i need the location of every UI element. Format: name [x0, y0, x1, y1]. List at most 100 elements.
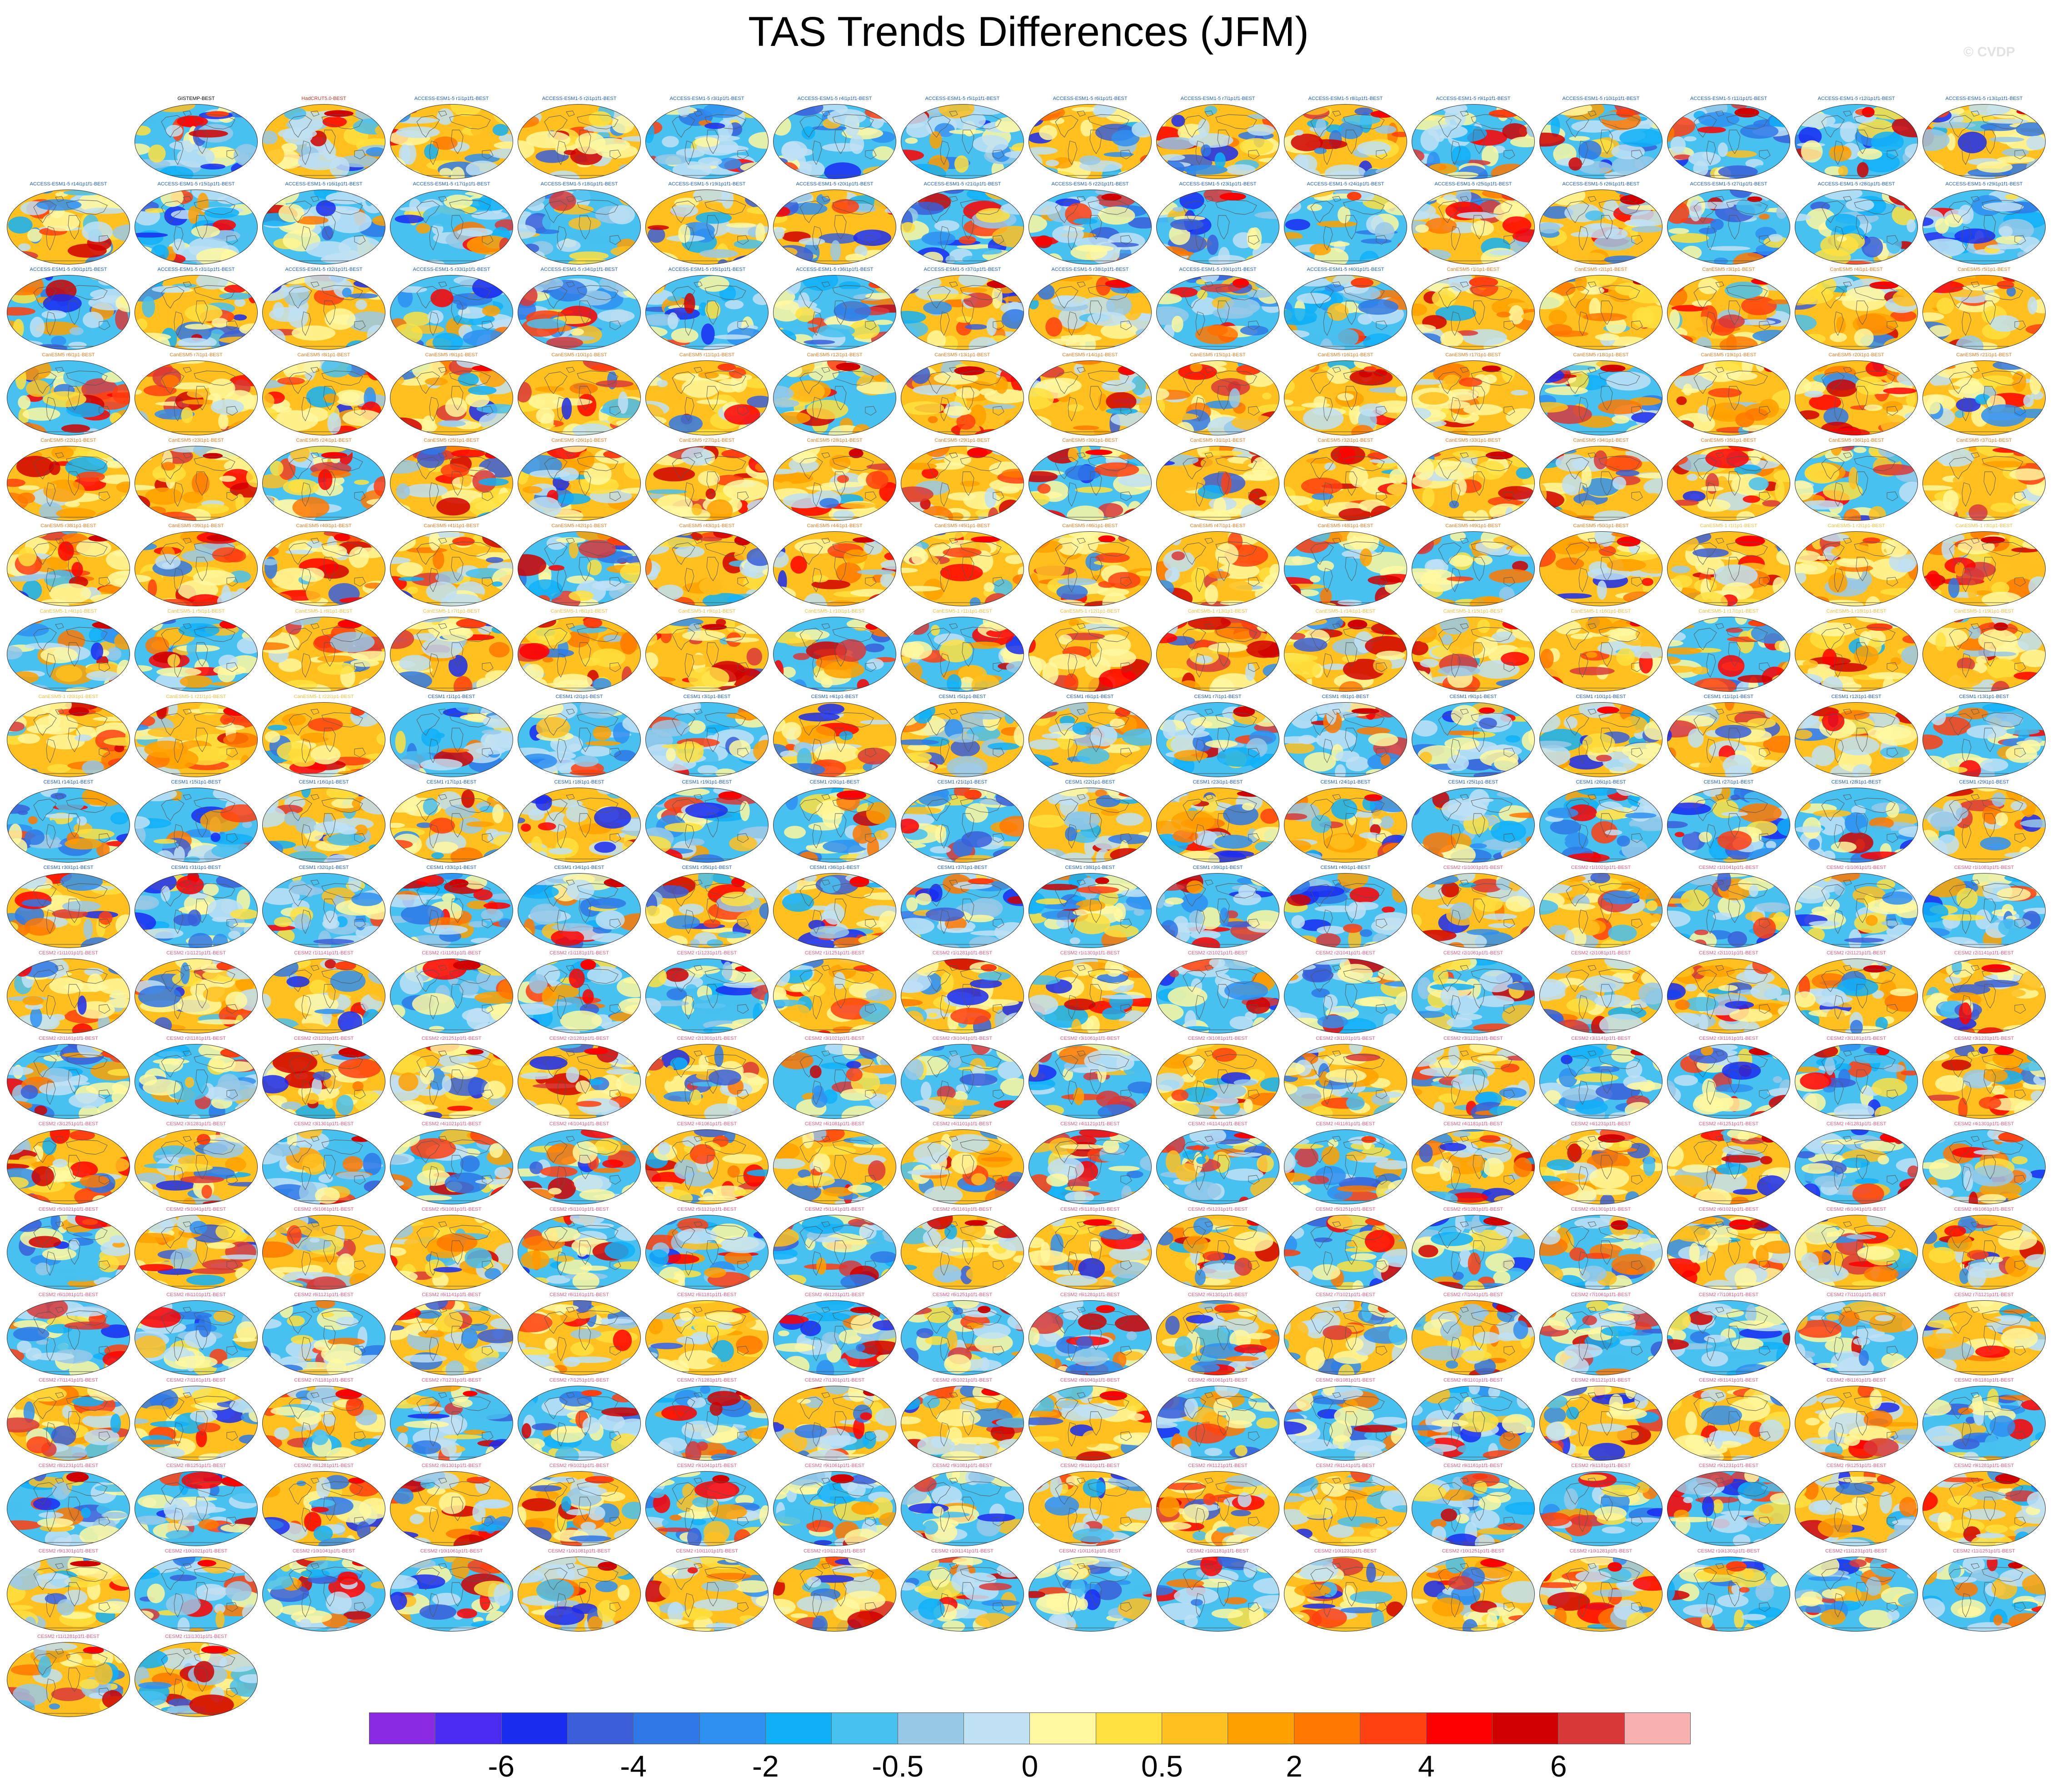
- map-panel: CanESM5-1 r2i1p1-BEST: [1792, 523, 1920, 608]
- world-map: [1028, 446, 1152, 521]
- colorbar-tick-label: 0: [1021, 1749, 1038, 1783]
- map-panel: CanESM5 r1i1p1-BEST: [1409, 266, 1537, 352]
- world-map: [1156, 1215, 1279, 1290]
- map-panel: CanESM5 r11i1p1-BEST: [643, 352, 771, 437]
- world-map: [1667, 446, 1790, 521]
- panel-title: ACCESS-ESM1-5 r25i1p1f1-BEST: [1434, 181, 1512, 187]
- world-map: [645, 1471, 769, 1546]
- map-panel: CESM2 r1i1001p1f1-BEST: [1409, 864, 1537, 950]
- map-panel: CESM2 r2i1041p1f1-BEST: [1282, 950, 1409, 1035]
- map-panel: CESM1 r27i1p1-BEST: [1665, 779, 1792, 864]
- map-panel: CanESM5 r4i1p1-BEST: [1792, 266, 1920, 352]
- world-map: [7, 190, 130, 265]
- colorbar-swatch: [1360, 1713, 1427, 1744]
- map-panel: CESM2 r4i1181p1f1-BEST: [1409, 1121, 1537, 1206]
- world-map: [1284, 360, 1407, 435]
- map-panel: CESM2 r7i1141p1f1-BEST: [5, 1377, 132, 1463]
- panel-title: CESM1 r29i1p1-BEST: [1959, 779, 2009, 785]
- panel-title: CanESM5-1 r19i1p1-BEST: [1954, 609, 2014, 614]
- panel-title: CESM2 r8i1281p1f1-BEST: [294, 1463, 354, 1468]
- map-panel: CanESM5 r6i1p1-BEST: [5, 352, 132, 437]
- panel-title: CESM2 r4i1281p1f1-BEST: [1826, 1121, 1887, 1127]
- world-map: [1156, 531, 1279, 606]
- map-panel: CESM2 r10i1021p1f1-BEST: [132, 1548, 260, 1633]
- map-panel: CanESM5 r8i1p1-BEST: [260, 352, 388, 437]
- panel-title: CESM1 r35i1p1-BEST: [682, 865, 732, 870]
- map-panel: CESM2 r10i1161p1f1-BEST: [1026, 1548, 1154, 1633]
- map-panel: CESM2 r3i1231p1f1-BEST: [1920, 1035, 2048, 1121]
- map-panel: CESM1 r6i1p1-BEST: [1026, 694, 1154, 779]
- map-panel: CESM2 r4i1251p1f1-BEST: [1665, 1121, 1792, 1206]
- world-map: [1284, 104, 1407, 179]
- world-map: [518, 788, 641, 863]
- map-panel: CESM1 r17i1p1-BEST: [388, 779, 515, 864]
- map-panel: CESM2 r3i1161p1f1-BEST: [1665, 1035, 1792, 1121]
- world-map: [773, 275, 896, 350]
- world-map: [773, 958, 896, 1033]
- panel-title: CESM2 r6i1101p1f1-BEST: [166, 1292, 226, 1298]
- panel-title: CanESM5-1 r16i1p1-BEST: [1571, 609, 1631, 614]
- panel-title: CanESM5 r30i1p1-BEST: [1062, 438, 1118, 443]
- panel-title: ACCESS-ESM1-5 r28i1p1f1-BEST: [1817, 181, 1895, 187]
- map-panel: CESM2 r1i1281p1f1-BEST: [899, 950, 1026, 1035]
- panel-title: ACCESS-ESM1-5 r2i1p1f1-BEST: [542, 96, 617, 101]
- panel-title: CESM2 r8i1081p1f1-BEST: [1315, 1378, 1376, 1383]
- panel-title: CESM2 r11i1231p1f1-BEST: [1825, 1548, 1887, 1554]
- map-panel: CESM2 r8i1141p1f1-BEST: [1665, 1377, 1792, 1463]
- map-panel: CESM1 r19i1p1-BEST: [643, 779, 771, 864]
- panel-title: CanESM5 r35i1p1-BEST: [1701, 438, 1757, 443]
- map-panel: ACCESS-ESM1-5 r22i1p1f1-BEST: [1026, 181, 1154, 266]
- world-map: [1412, 1557, 1535, 1632]
- world-map: [7, 1642, 130, 1717]
- world-map: [1922, 275, 2046, 350]
- panel-title: CESM1 r5i1p1-BEST: [939, 694, 986, 699]
- world-map: [1028, 1300, 1152, 1375]
- map-panel: ACCESS-ESM1-5 r5i1p1f1-BEST: [899, 95, 1026, 181]
- panel-title: CanESM5 r16i1p1-BEST: [1318, 352, 1373, 358]
- colorbar-swatch: [1030, 1713, 1096, 1744]
- world-map: [1795, 446, 1918, 521]
- world-map: [1795, 1386, 1918, 1461]
- world-map: [1539, 958, 1663, 1033]
- world-map: [901, 104, 1024, 179]
- map-panel: CESM2 r6i1081p1f1-BEST: [5, 1292, 132, 1377]
- map-panel: CanESM5 r7i1p1-BEST: [132, 352, 260, 437]
- world-map: [518, 617, 641, 692]
- map-panel: CanESM5 r10i1p1-BEST: [515, 352, 643, 437]
- map-panel: CESM1 r1i1p1-BEST: [388, 694, 515, 779]
- map-panel: CanESM5 r32i1p1-BEST: [1282, 437, 1409, 523]
- colorbar-swatch: [898, 1713, 964, 1744]
- world-map: [1156, 190, 1279, 265]
- panel-title: CESM1 r27i1p1-BEST: [1703, 779, 1754, 785]
- panel-title: ACCESS-ESM1-5 r22i1p1f1-BEST: [1051, 181, 1129, 187]
- map-panel: CESM1 r40i1p1-BEST: [1282, 864, 1409, 950]
- world-map: [1028, 958, 1152, 1033]
- map-panel: CanESM5 r45i1p1-BEST: [899, 523, 1026, 608]
- panel-title: CanESM5-1 r9i1p1-BEST: [678, 609, 736, 614]
- map-panel: CanESM5 r44i1p1-BEST: [771, 523, 899, 608]
- world-map: [135, 1215, 258, 1290]
- map-panel: CESM2 r8i1231p1f1-BEST: [5, 1463, 132, 1548]
- map-panel: CanESM5-1 r17i1p1-BEST: [1665, 608, 1792, 694]
- world-map: [1284, 873, 1407, 948]
- map-panel: CESM2 r2i1101p1f1-BEST: [1665, 950, 1792, 1035]
- panel-title: CESM1 r8i1p1-BEST: [1322, 694, 1369, 699]
- world-map: [135, 1129, 258, 1204]
- panel-title: CESM2 r2i1231p1f1-BEST: [294, 1036, 354, 1041]
- world-map: [7, 1129, 130, 1204]
- panel-title: CESM2 r4i1251p1f1-BEST: [1698, 1121, 1759, 1127]
- panel-title: CanESM5-1 r10i1p1-BEST: [804, 609, 865, 614]
- map-panel: CESM2 r9i1301p1f1-BEST: [5, 1548, 132, 1633]
- world-map: [262, 617, 385, 692]
- map-panel: ACCESS-ESM1-5 r12i1p1f1-BEST: [1792, 95, 1920, 181]
- panel-title: CESM2 r9i1181p1f1-BEST: [1571, 1463, 1631, 1468]
- world-map: [645, 1215, 769, 1290]
- world-map: [262, 1300, 385, 1375]
- map-panel: CESM2 r9i1251p1f1-BEST: [1792, 1463, 1920, 1548]
- colorbar-swatch: [1558, 1713, 1625, 1744]
- world-map: [901, 1300, 1024, 1375]
- panel-title: CanESM5 r21i1p1-BEST: [1956, 352, 2012, 358]
- panel-title: CESM2 r2i1181p1f1-BEST: [166, 1036, 226, 1041]
- panel-title: CanESM5 r41i1p1-BEST: [424, 523, 479, 529]
- panel-title: CanESM5-1 r5i1p1-BEST: [167, 609, 225, 614]
